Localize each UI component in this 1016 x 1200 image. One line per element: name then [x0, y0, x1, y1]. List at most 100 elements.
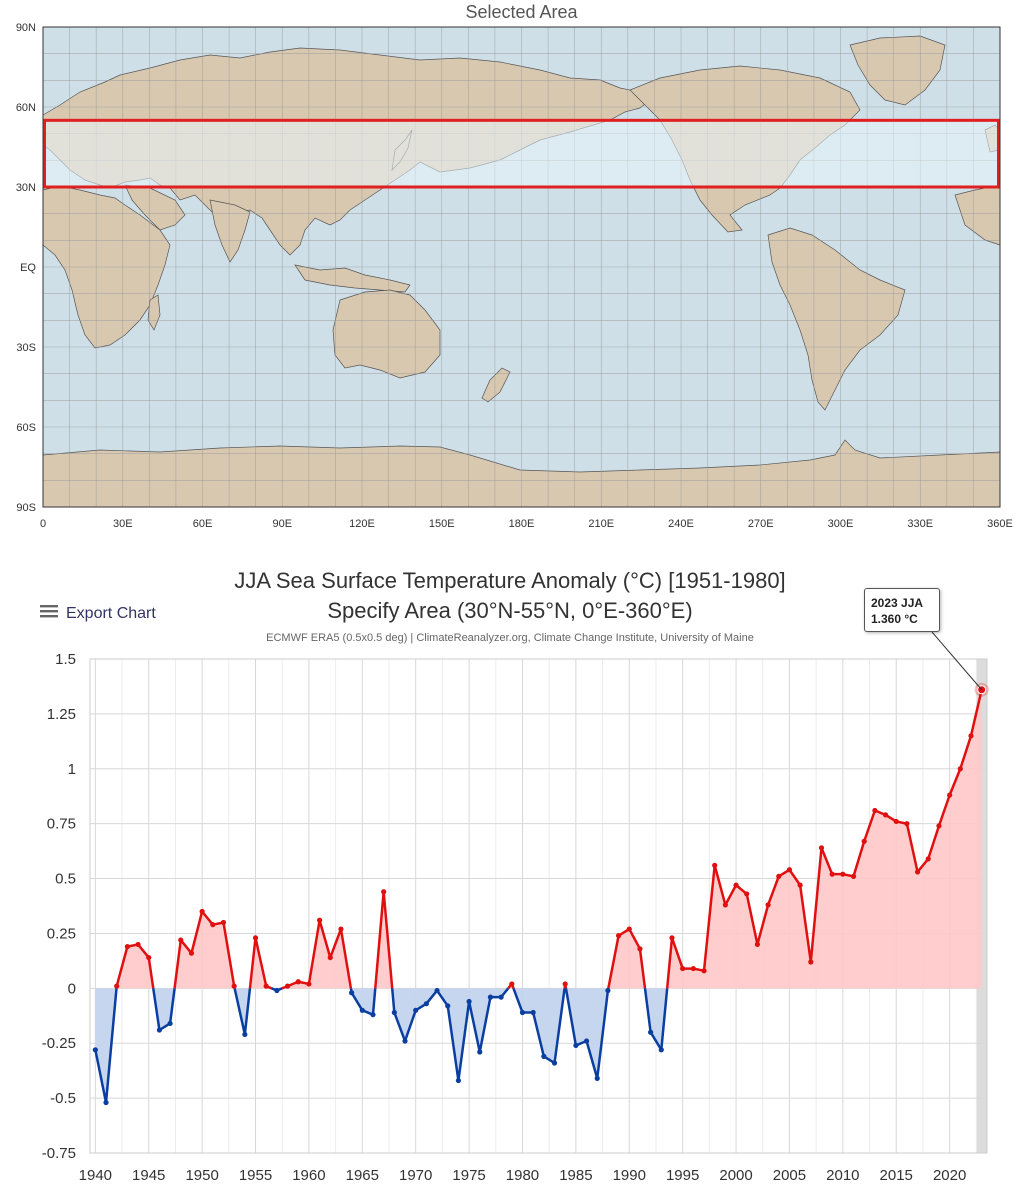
data-point[interactable]	[893, 818, 899, 825]
data-point[interactable]	[936, 823, 942, 829]
lon-label: 270E	[748, 518, 774, 530]
data-point[interactable]	[327, 954, 333, 961]
data-point[interactable]	[306, 981, 312, 987]
data-point[interactable]	[316, 917, 323, 923]
data-point[interactable]	[135, 941, 141, 948]
data-point[interactable]	[199, 908, 205, 915]
x-tick-label: 1965	[346, 1167, 379, 1184]
data-point[interactable]	[370, 1012, 376, 1018]
export-chart-button[interactable]: Export Chart	[40, 604, 156, 623]
data-point[interactable]	[882, 812, 889, 818]
data-point[interactable]	[295, 979, 301, 985]
data-point[interactable]	[690, 965, 696, 972]
data-point[interactable]	[712, 862, 718, 868]
indonesia-landmass	[294, 264, 411, 293]
data-point[interactable]	[477, 1049, 483, 1055]
data-point[interactable]	[242, 1031, 248, 1038]
x-tick-label: 2020	[933, 1167, 966, 1184]
data-point[interactable]	[701, 968, 707, 974]
data-point[interactable]	[850, 873, 857, 879]
data-point[interactable]	[252, 935, 259, 941]
data-point[interactable]	[968, 733, 974, 739]
data-point[interactable]	[445, 1003, 451, 1009]
new-zealand-landmass	[481, 367, 511, 403]
data-point[interactable]	[274, 987, 280, 994]
data-point[interactable]	[210, 922, 216, 928]
data-point[interactable]	[872, 807, 878, 814]
data-point[interactable]	[349, 990, 355, 996]
data-point[interactable]	[455, 1077, 462, 1084]
australia-landmass	[332, 289, 441, 379]
data-point[interactable]	[786, 867, 793, 873]
data-point[interactable]	[167, 1020, 173, 1027]
data-point[interactable]	[103, 1099, 109, 1106]
data-point[interactable]	[498, 994, 504, 1000]
data-point[interactable]	[765, 902, 771, 908]
data-point[interactable]	[744, 891, 750, 897]
data-point[interactable]	[573, 1042, 579, 1049]
data-point[interactable]	[434, 987, 440, 994]
map-svg: 90N 60N 30N EQ 30S 60S 90S 0 30E 60E 90E 120E 150E 1…	[16, 22, 1013, 530]
data-point[interactable]	[733, 882, 739, 888]
data-point[interactable]	[797, 882, 803, 888]
data-point[interactable]	[818, 845, 825, 851]
data-point[interactable]	[413, 1007, 419, 1013]
data-point[interactable]	[92, 1047, 98, 1053]
data-point[interactable]	[925, 856, 931, 862]
data-point[interactable]	[904, 821, 910, 827]
x-tick-label: 2015	[880, 1167, 913, 1184]
chart-y-axis-labels: 1.5 1.25 1 0.75 0.5 0.25 0 -0.25 -0.5 -0.75	[42, 651, 76, 1162]
positive-anomaly-area	[667, 689, 982, 989]
data-point[interactable]	[829, 871, 835, 877]
data-point[interactable]	[776, 873, 782, 879]
data-point[interactable]	[509, 981, 515, 987]
data-point[interactable]	[146, 954, 152, 961]
data-point[interactable]	[615, 933, 622, 939]
menu-icon	[40, 604, 58, 623]
negative-anomaly-line	[643, 988, 669, 1052]
data-point[interactable]	[391, 1009, 397, 1016]
india-landmass	[209, 199, 251, 263]
data-point[interactable]	[402, 1038, 408, 1044]
data-point[interactable]	[114, 983, 120, 989]
data-point[interactable]	[263, 983, 269, 989]
data-point[interactable]	[124, 944, 130, 950]
data-point[interactable]	[188, 950, 195, 956]
data-point[interactable]	[381, 889, 387, 895]
data-point[interactable]	[680, 965, 686, 972]
x-tick-label: 1940	[79, 1167, 112, 1184]
data-point[interactable]	[423, 1001, 429, 1007]
data-point[interactable]	[156, 1027, 163, 1033]
positive-anomaly-line	[173, 910, 236, 989]
data-point[interactable]	[957, 766, 963, 772]
data-point[interactable]	[840, 871, 846, 877]
data-point[interactable]	[669, 935, 675, 941]
data-point[interactable]	[466, 998, 472, 1005]
data-point[interactable]	[562, 981, 568, 987]
data-point[interactable]	[541, 1053, 547, 1059]
data-point[interactable]	[861, 838, 867, 844]
data-point[interactable]	[605, 987, 611, 994]
data-point[interactable]	[231, 983, 237, 989]
data-point[interactable]	[338, 926, 344, 932]
data-point[interactable]	[658, 1047, 664, 1053]
data-point[interactable]	[754, 941, 761, 948]
data-point[interactable]	[626, 926, 632, 932]
data-point[interactable]	[530, 1009, 536, 1016]
data-point[interactable]	[284, 983, 291, 989]
data-point[interactable]	[178, 937, 184, 943]
data-point[interactable]	[914, 869, 921, 875]
data-point[interactable]	[722, 902, 728, 908]
x-tick-label: 1955	[239, 1167, 272, 1184]
data-point[interactable]	[551, 1060, 558, 1066]
data-point[interactable]	[947, 792, 953, 798]
data-point[interactable]	[583, 1038, 590, 1044]
data-point[interactable]	[220, 919, 227, 926]
data-point[interactable]	[808, 959, 814, 965]
data-point[interactable]	[487, 994, 494, 1000]
data-point[interactable]	[648, 1029, 654, 1035]
data-point[interactable]	[594, 1075, 600, 1081]
data-point[interactable]	[519, 1009, 526, 1016]
data-point[interactable]	[637, 946, 643, 952]
data-point[interactable]	[359, 1007, 365, 1013]
